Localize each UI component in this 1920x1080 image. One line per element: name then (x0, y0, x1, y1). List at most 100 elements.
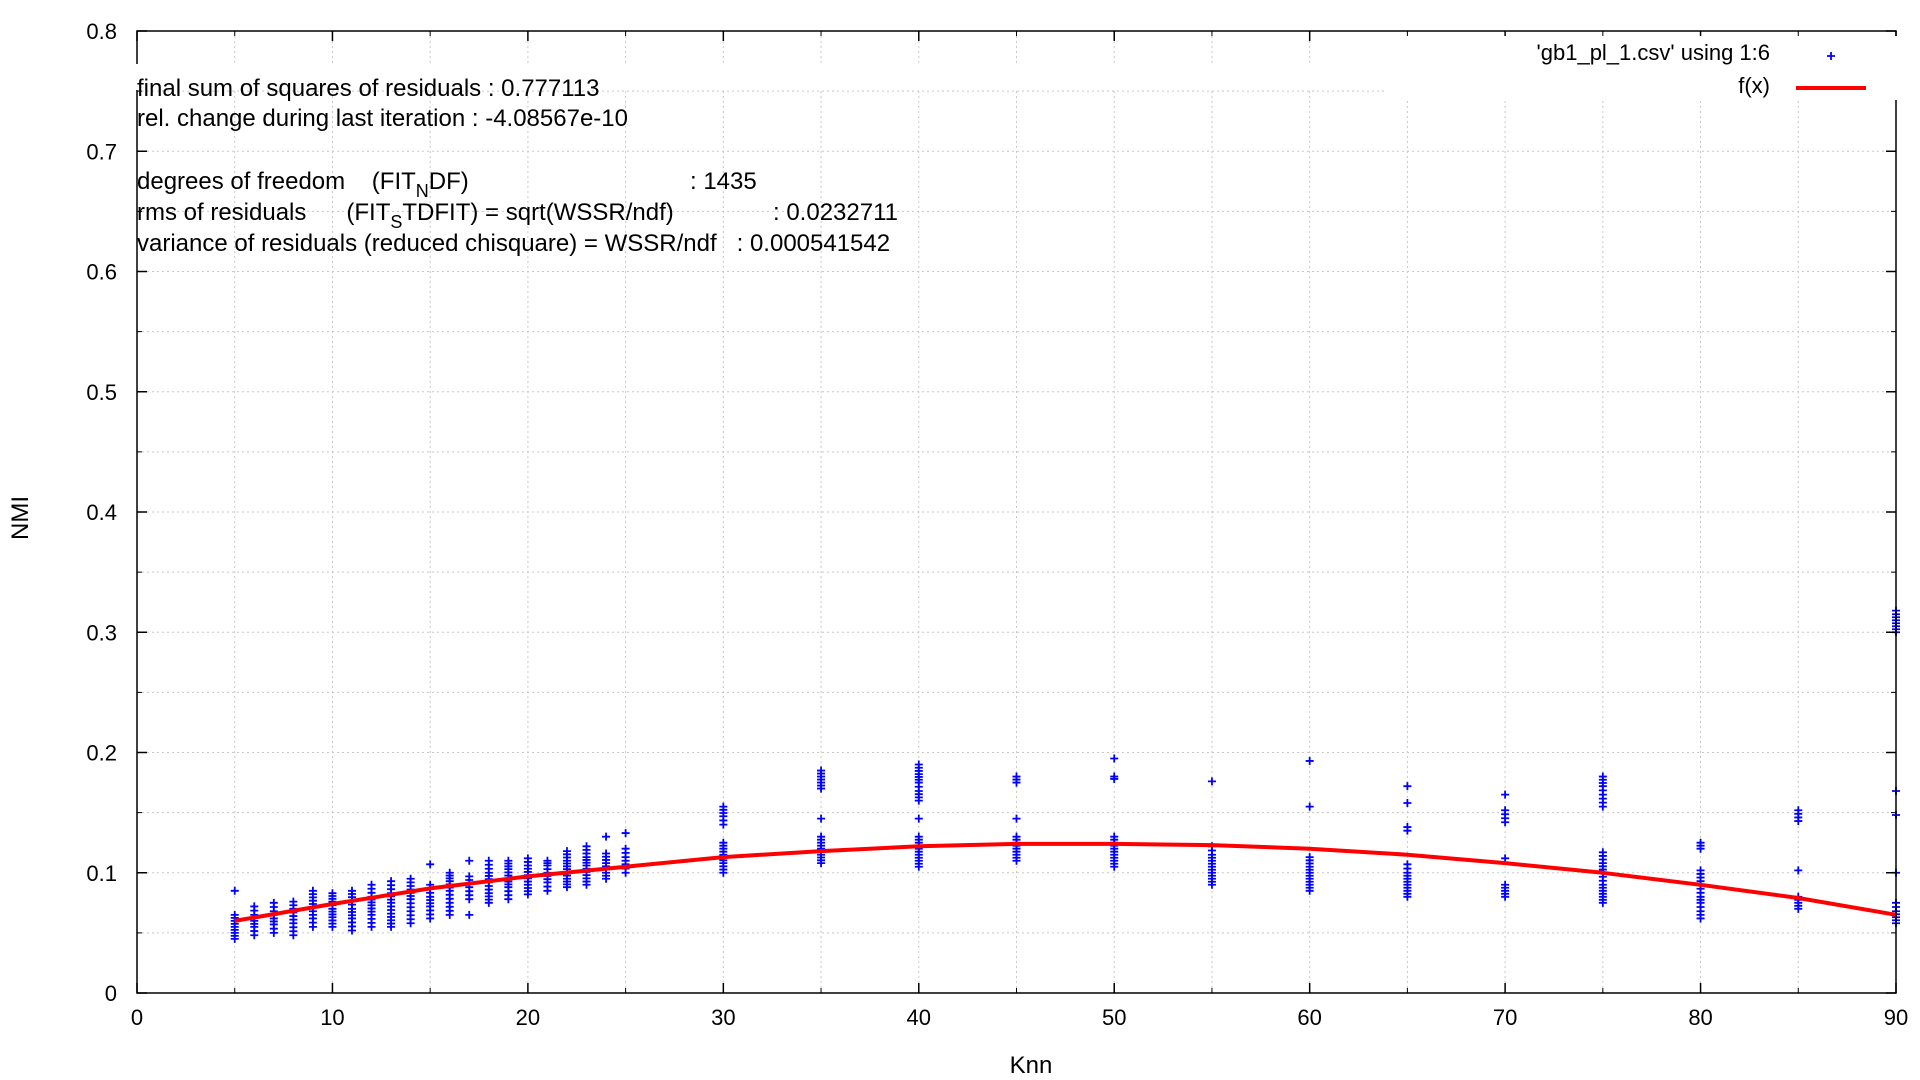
legend-label-data: 'gb1_pl_1.csv' using 1:6 (1537, 40, 1770, 65)
data-point (1403, 823, 1412, 832)
data-point (1403, 871, 1412, 880)
data-point (289, 915, 298, 924)
data-point (230, 886, 239, 895)
fit-stat-dof-label: degrees of freedom (FIT (137, 168, 416, 195)
data-point (1696, 910, 1705, 919)
data-point (445, 890, 454, 899)
data-point (523, 857, 532, 866)
data-point (719, 805, 728, 814)
fit-statistics: final sum of squares of residuals : 0.77… (134, 64, 1384, 257)
data-point (1501, 883, 1510, 892)
data-point (465, 910, 474, 919)
axis-ticks: 0 10 20 30 40 50 60 70 80 90 0 0.1 0.2 0.3 0.4 0.5 0.6 0.… (86, 19, 1908, 1030)
x-tick-label: 80 (1688, 1005, 1712, 1030)
legend-label-fit: f(x) (1738, 73, 1770, 98)
data-point (347, 918, 356, 927)
data-point (914, 763, 923, 772)
legend: 'gb1_pl_1.csv' using 1:6 f(x) (1384, 36, 1904, 100)
data-point (1794, 809, 1803, 818)
data-point (914, 814, 923, 823)
fit-stat-rel-change: rel. change during last iteration : -4.0… (137, 105, 628, 132)
data-point (1012, 775, 1021, 784)
data-point (1598, 786, 1607, 795)
x-tick-label: 0 (131, 1005, 143, 1030)
data-point (1305, 802, 1314, 811)
data-point (426, 896, 435, 905)
y-tick-label: 0.5 (86, 380, 117, 405)
data-point (1207, 846, 1216, 855)
data-point (484, 860, 493, 869)
data-point (308, 910, 317, 919)
fit-stat-rms-label-end: TDFIT) = sqrt(WSSR/ndf) (402, 199, 673, 226)
data-point (817, 835, 826, 844)
data-point (1501, 790, 1510, 799)
data-point (1110, 754, 1119, 763)
data-point (1598, 862, 1607, 871)
fit-stat-dof-value: : 1435 (690, 168, 757, 195)
data-point (914, 782, 923, 791)
fit-stat-rms-subscript: S (390, 212, 402, 232)
data-point (406, 899, 415, 908)
x-tick-label: 10 (320, 1005, 344, 1030)
fit-curve-layer (234, 841, 1897, 923)
data-point (504, 859, 513, 868)
data-point (387, 881, 396, 890)
fit-stat-rms-value: : 0.0232711 (773, 199, 898, 226)
data-point (719, 816, 728, 825)
data-point (621, 829, 630, 838)
fit-stats-backdrop (134, 64, 1384, 90)
data-point (1012, 814, 1021, 823)
data-point (1403, 782, 1412, 791)
fit-stat-degrees-of-freedom: degrees of freedom (FITNDF) (137, 168, 469, 201)
data-point (1598, 883, 1607, 892)
data-point (484, 871, 493, 880)
data-point (347, 908, 356, 917)
data-point (1696, 903, 1705, 912)
y-tick-label: 0.7 (86, 139, 117, 164)
data-point (289, 923, 298, 932)
data-point (426, 906, 435, 915)
fit-stat-variance: variance of residuals (reduced chisquare… (137, 230, 890, 257)
x-tick-label: 50 (1102, 1005, 1126, 1030)
data-point (465, 887, 474, 896)
legend-marker-plus (1827, 52, 1835, 60)
data-point (602, 832, 611, 841)
scatter-points (230, 606, 1900, 943)
fit-stat-rms-label: rms of residuals (FIT (137, 199, 391, 226)
data-point (1501, 810, 1510, 819)
data-point (269, 903, 278, 912)
data-point (387, 912, 396, 921)
fit-stat-sum-of-squares: final sum of squares of residuals : 0.77… (137, 75, 600, 102)
y-tick-label: 0.3 (86, 620, 117, 645)
fit-stat-rms: rms of residuals (FITSTDFIT) = sqrt(WSSR… (137, 199, 674, 232)
data-point (269, 924, 278, 933)
data-point (484, 881, 493, 890)
data-point (465, 856, 474, 865)
x-tick-label: 40 (907, 1005, 931, 1030)
data-point (1403, 799, 1412, 808)
x-tick-label: 90 (1884, 1005, 1908, 1030)
data-point (1403, 864, 1412, 873)
x-axis-title: Knn (1010, 1052, 1053, 1079)
fit-curve (234, 841, 1897, 923)
data-point (1207, 777, 1216, 786)
data-point (562, 850, 571, 859)
data-point (543, 882, 552, 891)
x-tick-label: 20 (516, 1005, 540, 1030)
data-point (504, 887, 513, 896)
fit-stat-dof-label-end: DF) (429, 168, 469, 195)
data-point (1696, 895, 1705, 904)
x-tick-label: 70 (1493, 1005, 1517, 1030)
data-point (367, 884, 376, 893)
data-point (719, 841, 728, 850)
data-point (1696, 841, 1705, 850)
data-point (621, 856, 630, 865)
data-point (406, 878, 415, 887)
data-point (484, 892, 493, 901)
data-point (914, 835, 923, 844)
data-point (308, 918, 317, 927)
data-point (817, 769, 826, 778)
y-tick-label: 0 (105, 981, 117, 1006)
y-tick-label: 0.2 (86, 741, 117, 766)
data-point (387, 902, 396, 911)
